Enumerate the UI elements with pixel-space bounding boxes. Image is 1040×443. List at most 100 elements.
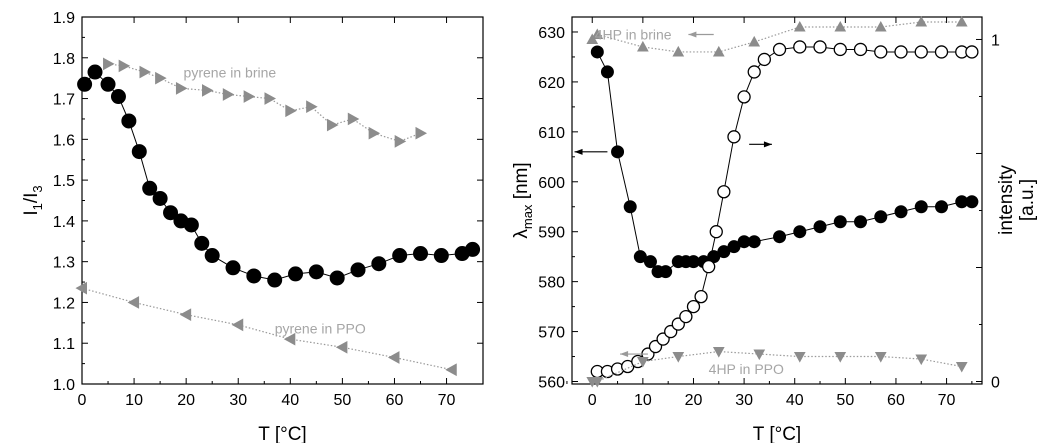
left-panel: 0 10 20 30 40 50 60 70 1.0 1.1 1.2 1.3 1.4 1.5 1.6 1.7 1… [21,10,484,443]
y-tick-label: 1.8 [53,51,75,68]
y-tick-label: 1.1 [53,336,75,353]
y-tick-label: 1.9 [53,10,75,27]
x-tick-label: 60 [887,392,905,409]
data-point [737,90,751,104]
y-tick-label: 620 [538,75,565,92]
data-point [965,45,979,59]
data-point [225,260,241,276]
data-point [175,82,188,95]
arrow-left-axis-head [574,148,583,155]
data-point [833,215,847,229]
data-point [231,318,244,332]
data-point [591,377,604,388]
x-tick-label: 70 [938,392,956,409]
data-point [914,45,928,59]
data-point [709,225,723,239]
data-point [243,90,256,103]
data-point [246,268,262,284]
series-line [591,21,962,53]
y-axis-label: λmax [nm] [511,162,535,238]
data-point [874,45,888,59]
plot-frame [571,16,983,385]
data-point [392,248,408,264]
data-point [793,352,806,363]
data-point [131,144,147,160]
data-point [623,200,637,214]
y-tick-label: 570 [538,325,565,342]
data-point [679,309,693,324]
annotation-4hp-brine: 4HP in brine [595,26,672,42]
data-point [308,264,324,280]
data-point [793,20,806,32]
y-tick-label: 1.7 [53,92,75,109]
data-point [894,205,908,219]
data-point [894,45,908,59]
data-point [637,40,649,52]
data-point [103,57,115,71]
data-point [747,235,761,249]
y-tick-label: 610 [538,125,565,142]
x-tick-label: 0 [78,392,87,409]
data-point [590,45,604,59]
y-tick-label: 630 [538,25,565,42]
data-point [394,135,407,148]
data-point [368,126,381,140]
x-axis-label: T [°C] [753,424,801,443]
x-tick-label: 40 [281,392,299,409]
data-point [415,126,428,140]
y-axis-label-part: [nm] [511,162,532,204]
data-point [142,180,158,196]
data-point [747,65,761,79]
data-point [915,354,928,366]
data-point [834,20,847,32]
y-axis-label-part: 1 [30,203,45,210]
y-tick-label: 560 [538,375,565,392]
x-tick-label: 10 [634,392,652,409]
data-point [264,92,277,105]
y-tick-label: 590 [538,225,565,242]
arrow-4hp-brine-head [688,31,697,38]
arrow-4hp-ppo-head [620,351,629,358]
annotation-pyrene-ppo: pyrene in PPO [275,320,366,336]
data-point [672,45,685,57]
data-point [915,15,928,27]
data-point [686,299,701,314]
data-point [110,89,126,105]
y-tick-label: 1.3 [53,255,75,272]
data-point [121,113,137,129]
data-point [793,40,807,54]
x-tick-label: 20 [685,392,703,409]
data-point [306,100,318,114]
y-tick-label: 1.4 [53,214,75,231]
y-tick-label: 1.5 [53,173,75,190]
data-point [753,349,766,361]
data-point [127,296,140,309]
y-axis-label-part: λ [511,229,532,239]
data-point [222,88,235,101]
data-point [793,225,807,239]
data-point [155,71,167,85]
data-point [712,45,725,57]
arrow-right-axis-head [763,141,772,148]
y-axis-label: I1/I3 [21,185,45,215]
data-point [326,118,339,132]
x-tick-label: 50 [333,392,351,409]
x-tick-label: 30 [229,392,247,409]
y-axis-label-part: max [520,204,535,229]
data-point [712,347,725,358]
data-point [433,248,449,264]
data-point [371,256,387,272]
y-tick-label: 1.2 [53,295,75,312]
annotation-4hp-ppo: 4HP in PPO [709,361,784,377]
data-point [934,45,949,59]
data-point [748,35,761,47]
right-tick-label: 1 [991,32,1000,49]
x-axis-label: T [°C] [258,424,306,443]
y-tick-label: 580 [538,275,565,292]
data-point [285,104,297,118]
data-point [834,352,847,363]
data-point [267,272,283,288]
data-point [813,220,827,234]
data-point [335,340,348,354]
